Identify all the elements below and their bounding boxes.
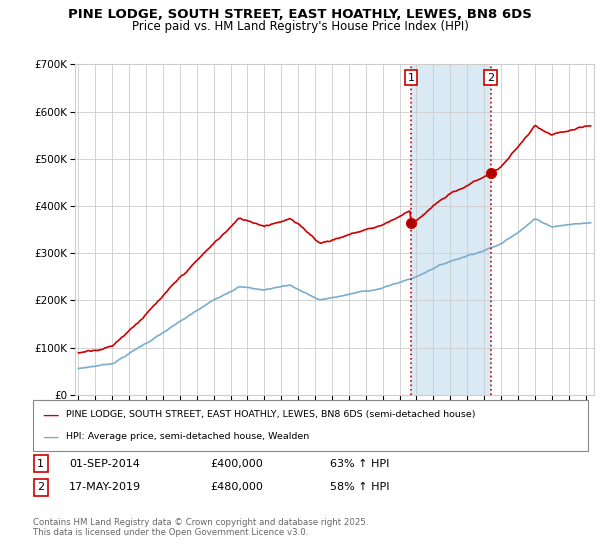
Text: HPI: Average price, semi-detached house, Wealden: HPI: Average price, semi-detached house,… [66,432,309,441]
Text: 1: 1 [407,73,415,83]
Text: 1: 1 [37,459,44,469]
Text: 2: 2 [487,73,494,83]
Text: —: — [42,405,59,423]
Text: 58% ↑ HPI: 58% ↑ HPI [330,482,389,492]
Text: —: — [42,428,59,446]
Text: PINE LODGE, SOUTH STREET, EAST HOATHLY, LEWES, BN8 6DS: PINE LODGE, SOUTH STREET, EAST HOATHLY, … [68,8,532,21]
Text: PINE LODGE, SOUTH STREET, EAST HOATHLY, LEWES, BN8 6DS (semi-detached house): PINE LODGE, SOUTH STREET, EAST HOATHLY, … [66,410,476,419]
Text: 17-MAY-2019: 17-MAY-2019 [69,482,141,492]
Text: 01-SEP-2014: 01-SEP-2014 [69,459,140,469]
Text: 2: 2 [37,482,44,492]
Text: Contains HM Land Registry data © Crown copyright and database right 2025.
This d: Contains HM Land Registry data © Crown c… [33,518,368,538]
Text: £400,000: £400,000 [210,459,263,469]
Text: £480,000: £480,000 [210,482,263,492]
Text: Price paid vs. HM Land Registry's House Price Index (HPI): Price paid vs. HM Land Registry's House … [131,20,469,32]
Text: 63% ↑ HPI: 63% ↑ HPI [330,459,389,469]
Bar [411,64,491,395]
